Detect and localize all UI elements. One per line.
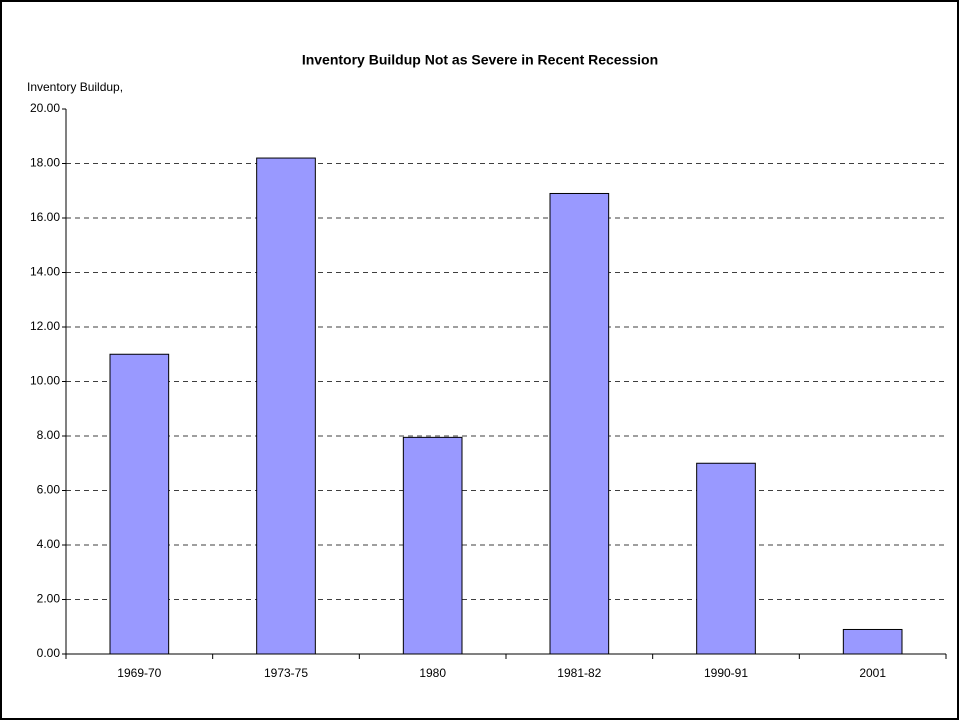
y-tick-label: 6.00 bbox=[37, 483, 61, 497]
y-tick-label: 10.00 bbox=[30, 374, 60, 388]
y-axis-label: Inventory Buildup, bbox=[27, 80, 123, 94]
chart-title: Inventory Buildup Not as Severe in Recen… bbox=[302, 52, 658, 68]
bar bbox=[696, 462, 756, 655]
y-tick-label: 14.00 bbox=[30, 265, 60, 279]
y-tick-label: 2.00 bbox=[37, 592, 61, 606]
bar bbox=[256, 157, 316, 655]
bar bbox=[842, 628, 903, 655]
y-tick-label: 16.00 bbox=[30, 210, 60, 224]
x-tick-label: 1980 bbox=[419, 666, 446, 680]
x-tick-label: 2001 bbox=[859, 666, 886, 680]
x-tick-label: 1969-70 bbox=[117, 666, 161, 680]
x-tick-label: 1973-75 bbox=[264, 666, 308, 680]
y-tick-label: 0.00 bbox=[37, 646, 61, 660]
bar bbox=[109, 353, 170, 655]
bar bbox=[402, 436, 463, 655]
y-tick-label: 8.00 bbox=[37, 428, 61, 442]
y-tick-label: 4.00 bbox=[37, 537, 61, 551]
y-tick-label: 20.00 bbox=[30, 101, 60, 115]
bar bbox=[549, 192, 610, 655]
y-tick-label: 18.00 bbox=[30, 156, 60, 170]
x-tick-label: 1990-91 bbox=[704, 666, 748, 680]
x-tick-label: 1981-82 bbox=[557, 666, 601, 680]
y-tick-label: 12.00 bbox=[30, 319, 60, 333]
